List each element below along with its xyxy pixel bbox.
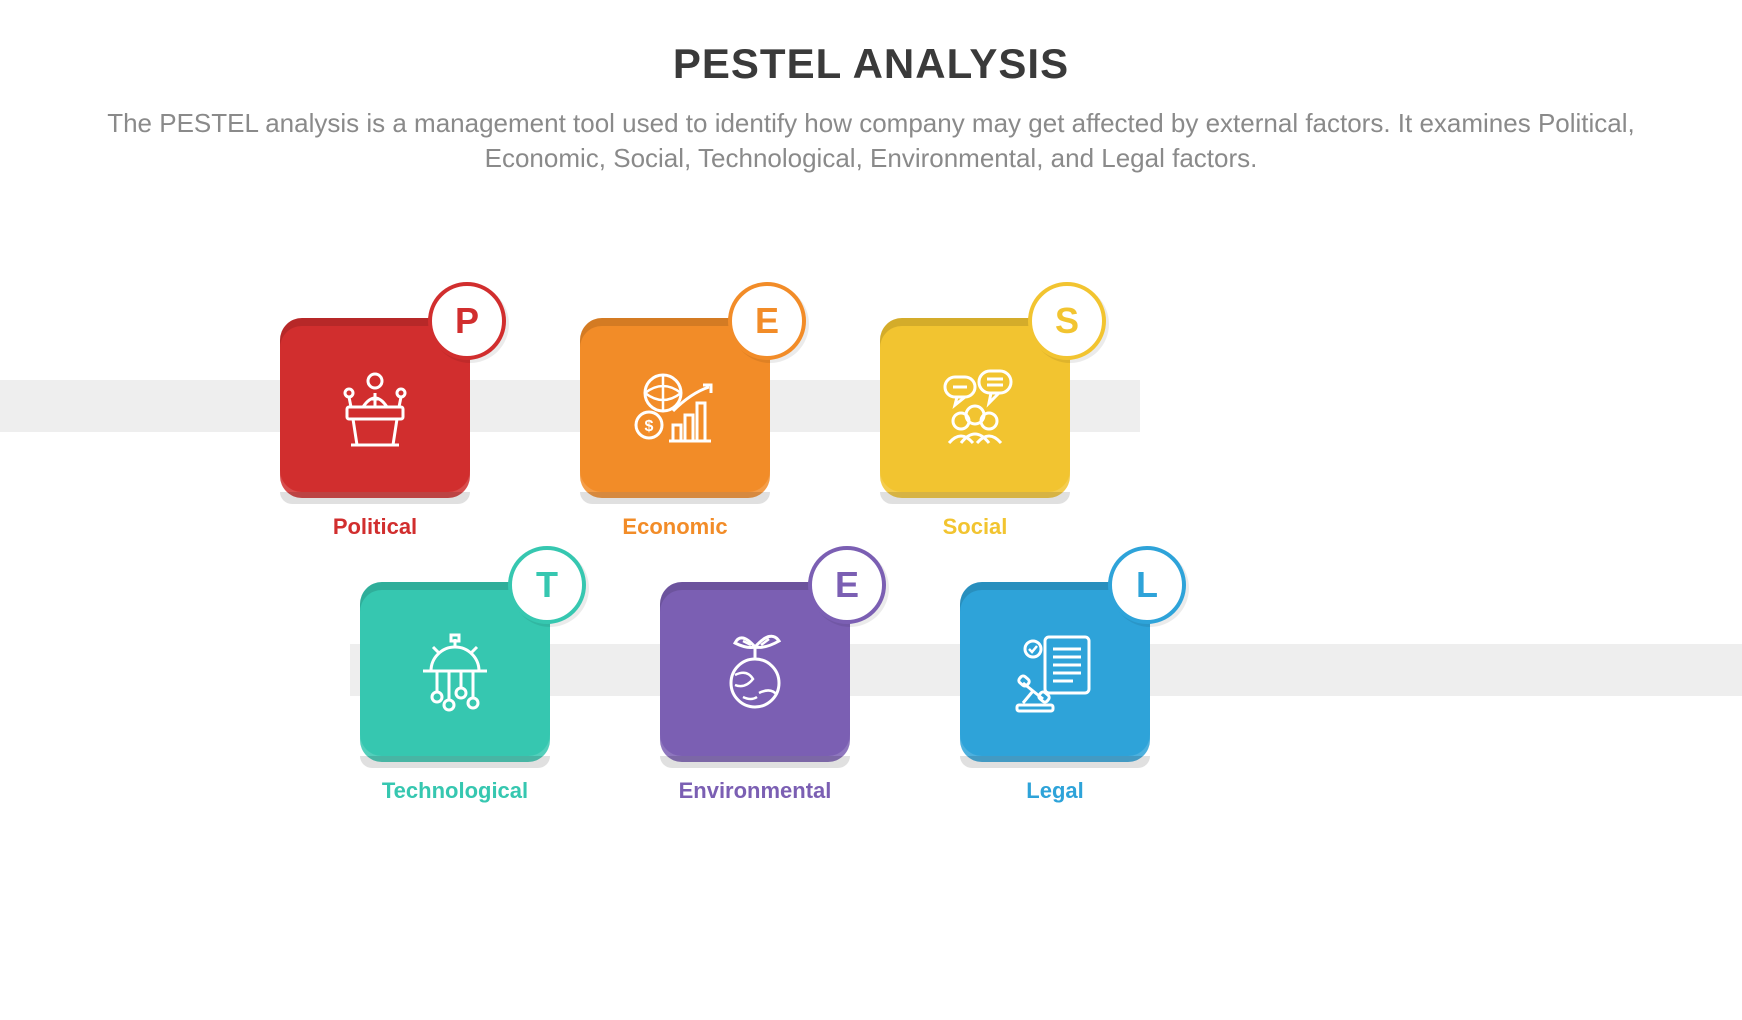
card-label: Environmental: [660, 778, 850, 804]
card-label: Legal: [960, 778, 1150, 804]
pestel-card-technological: TTechnological: [360, 582, 550, 804]
page-subtitle: The PESTEL analysis is a management tool…: [81, 106, 1661, 176]
card-label: Technological: [360, 778, 550, 804]
pestel-card-political: PPolitical: [280, 318, 470, 540]
card-label: Political: [280, 514, 470, 540]
page-title: PESTEL ANALYSIS: [0, 40, 1742, 88]
pestel-card-economic: EEconomic: [580, 318, 770, 540]
pestel-card-legal: LLegal: [960, 582, 1150, 804]
legal-icon: [1005, 627, 1105, 717]
pestel-row-2: TTechnological EEnvironmental LLegal: [360, 582, 1150, 804]
card-letter-badge: S: [1028, 282, 1106, 360]
tech-icon: [405, 627, 505, 717]
card-letter-badge: P: [428, 282, 506, 360]
social-icon: [925, 363, 1025, 453]
economy-icon: [625, 363, 725, 453]
pestel-row-1: PPolitical EEconomic SSocial: [280, 318, 1070, 540]
podium-icon: [325, 363, 425, 453]
card-label: Economic: [580, 514, 770, 540]
card-letter-badge: T: [508, 546, 586, 624]
pestel-card-environmental: EEnvironmental: [660, 582, 850, 804]
card-letter-badge: E: [728, 282, 806, 360]
environment-icon: [705, 627, 805, 717]
card-letter-badge: L: [1108, 546, 1186, 624]
pestel-card-social: SSocial: [880, 318, 1070, 540]
card-label: Social: [880, 514, 1070, 540]
card-letter-badge: E: [808, 546, 886, 624]
